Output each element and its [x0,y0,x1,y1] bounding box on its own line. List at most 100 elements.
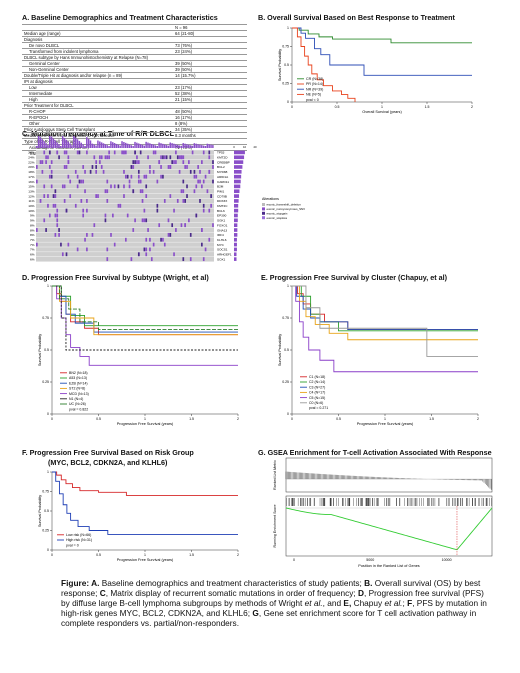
mutation-cell [104,213,107,218]
burden-bar [69,143,71,148]
table-cell-label: De novo DLBCL [22,42,173,49]
mutation-cell [178,155,181,160]
mutation-cell [97,194,99,198]
mutation-cell [86,247,88,252]
mutation-cell [126,213,129,218]
y-axis-label: Survival Probability [278,49,282,81]
km-curve-uc [52,285,238,330]
mutation-cell [65,150,68,155]
gene-label: BCL6 [217,209,225,213]
mutation-cell [189,232,192,237]
mutation-cell [180,223,183,228]
mutation-cell [162,174,164,179]
burden-bar [130,145,133,148]
km-curve-c0 [292,285,478,357]
y-tick-label: 0.5 [44,509,49,513]
y-tick-label: 1 [47,284,49,288]
caption-segment: et al. [384,598,403,608]
gene-label: SOCS1 [217,248,228,252]
legend-item: UC (N=26) [69,402,86,406]
table-cell-label: Median time from initial diagnosis to R/… [22,132,173,139]
mutation-cell [145,247,148,252]
gene-frequency-bar [234,199,239,203]
table-row: Low 23 (17%) [22,84,247,91]
caption-segment: Baseline demographics and treatment char… [99,578,365,588]
mutation-cell [45,160,47,165]
mutation-cell [50,160,53,165]
figure-caption: Figure: A. Baseline demographics and tre… [61,578,491,628]
burden-bar [45,143,47,148]
mutation-cell [182,257,185,262]
caption-segment: , Gene set enrichment score for T cell a… [61,608,477,628]
mutation-cell [56,208,59,213]
burden-bar [100,142,103,148]
burden-bar [191,145,194,148]
gene-label: SOX1 [217,257,226,261]
mutation-cell [43,194,46,198]
gene-percent: 6% [30,257,35,261]
mutation-cell [69,179,72,184]
burden-bar [71,145,73,148]
mutation-cell [132,228,135,232]
legend-item: High risk (N=31) [66,538,92,542]
mutation-cell [52,194,55,198]
km-curve-pr [292,27,356,102]
mutation-cell [125,150,127,155]
y-axis-label: Survival Probability [38,334,42,366]
burden-bar [197,144,199,148]
burden-bar [63,137,66,148]
table-cell-label: Transformed from indolent lymphoma [22,48,173,55]
mutation-cell [169,155,172,160]
table-cell-value: 21 (15%) [173,96,247,103]
mutation-cell [143,247,146,252]
mutation-cell [132,165,135,169]
gene-frequency-bar [234,165,243,169]
mutation-cell [130,257,133,262]
gene-frequency-bar [234,189,240,194]
x-tick-label: 0 [51,553,53,557]
mutation-cell [82,179,85,184]
mutation-cell [106,247,109,252]
table-cell-value: 23 (17%) [173,84,247,91]
mutation-cell [106,179,109,184]
burden-bar [43,141,45,148]
mutation-cell [45,155,47,160]
mutation-cell [67,155,70,160]
x-tick-label: 0 [291,417,293,421]
burden-bar [50,136,53,148]
mutation-cell [160,165,162,169]
mutation-cell [100,165,103,169]
legend-item: Low risk (N=66) [66,533,91,537]
mutation-cell [95,165,98,169]
table-cell-label: Low [22,84,173,91]
table-row: R-EPOCH 16 (17%) [22,114,247,121]
mutation-cell [95,169,98,174]
gene-percent: 7% [30,243,35,247]
gene-frequency-bar [234,170,242,174]
burden-bar [106,145,108,148]
mutation-cell [56,150,59,155]
mutation-cell [184,223,187,228]
mutation-cell [139,150,142,155]
mutation-cell [65,165,68,169]
legend-item: pval = 0.271 [309,406,328,410]
mutation-cell [176,199,179,203]
gene-frequency-bar [234,160,244,164]
caption-segment: , PFS by mutation in high-risk genes MYC… [61,598,487,618]
mutation-cell [212,179,214,184]
x-axis-label: Position in the Ranked List of Genes [358,564,420,568]
burden-bar [176,144,179,148]
mutation-cell [202,257,205,262]
table-cell-label: Median age (range) [22,30,173,37]
mutation-cell [110,232,112,237]
mutation-cell [191,150,194,155]
gene-percent: 7% [30,238,35,242]
alteration-legend-item: exonic_stopgain [267,211,288,215]
burden-bar [95,145,97,148]
caption-segment: et al. [304,598,323,608]
gene-percent: 9% [30,219,35,223]
burden-bar [74,137,77,148]
table-cell-value: 8 (8%) [173,120,247,127]
table-cell-value [173,78,247,85]
x-tick-label: 0 [291,105,293,109]
